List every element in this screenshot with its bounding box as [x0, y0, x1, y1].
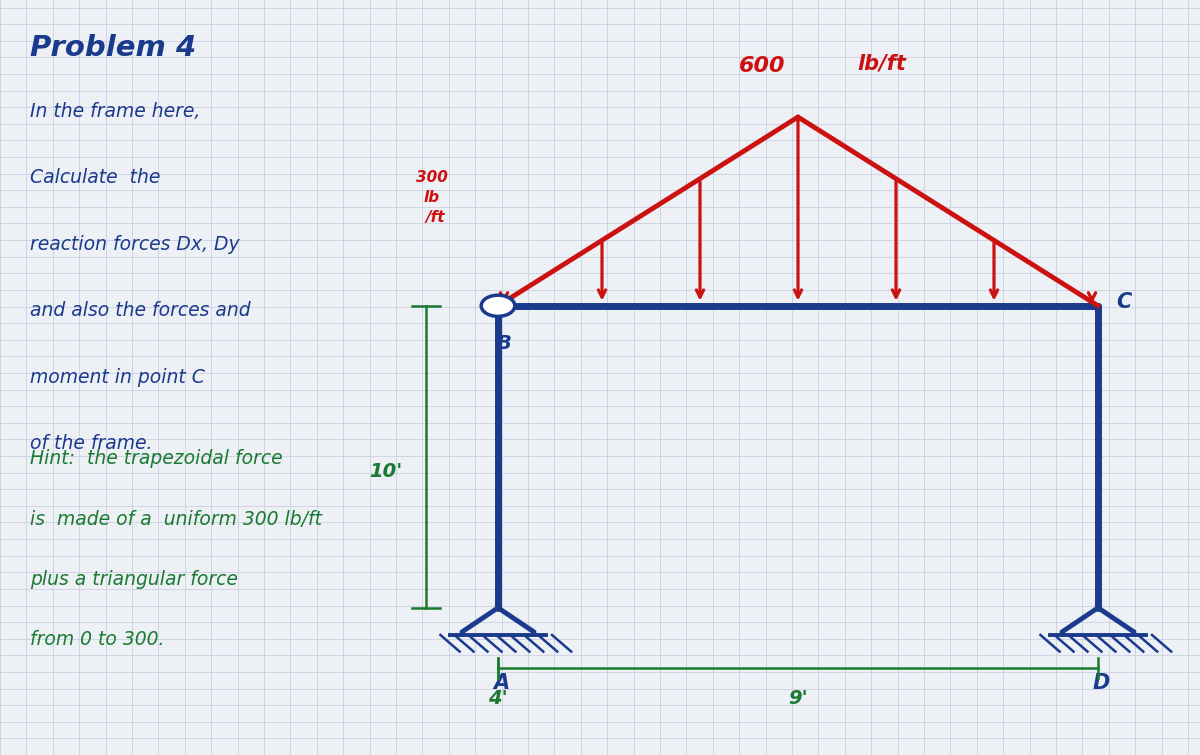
Text: and also the forces and: and also the forces and	[30, 301, 251, 320]
Text: 9': 9'	[788, 689, 808, 708]
Text: from 0 to 300.: from 0 to 300.	[30, 630, 164, 649]
Text: 10': 10'	[368, 462, 402, 482]
Text: 600: 600	[739, 56, 785, 76]
Text: moment in point C: moment in point C	[30, 368, 205, 387]
Circle shape	[481, 295, 515, 316]
Text: is  made of a  uniform 300 lb/ft: is made of a uniform 300 lb/ft	[30, 510, 322, 528]
Text: Calculate  the: Calculate the	[30, 168, 161, 187]
Text: 4': 4'	[488, 689, 508, 708]
Text: 300: 300	[416, 170, 448, 185]
Text: D: D	[1093, 673, 1110, 693]
Text: reaction forces Dx, Dy: reaction forces Dx, Dy	[30, 235, 240, 254]
Text: of the frame.: of the frame.	[30, 434, 152, 453]
Text: C: C	[1116, 292, 1132, 312]
Text: /ft: /ft	[426, 210, 445, 225]
Text: A: A	[493, 673, 510, 693]
Text: lb/ft: lb/ft	[858, 54, 906, 73]
Text: plus a triangular force: plus a triangular force	[30, 570, 238, 589]
Text: lb: lb	[424, 190, 440, 205]
Text: In the frame here,: In the frame here,	[30, 102, 200, 121]
Text: Problem 4: Problem 4	[30, 34, 197, 62]
Text: Hint:  the trapezoidal force: Hint: the trapezoidal force	[30, 449, 283, 468]
Text: B: B	[497, 334, 511, 353]
